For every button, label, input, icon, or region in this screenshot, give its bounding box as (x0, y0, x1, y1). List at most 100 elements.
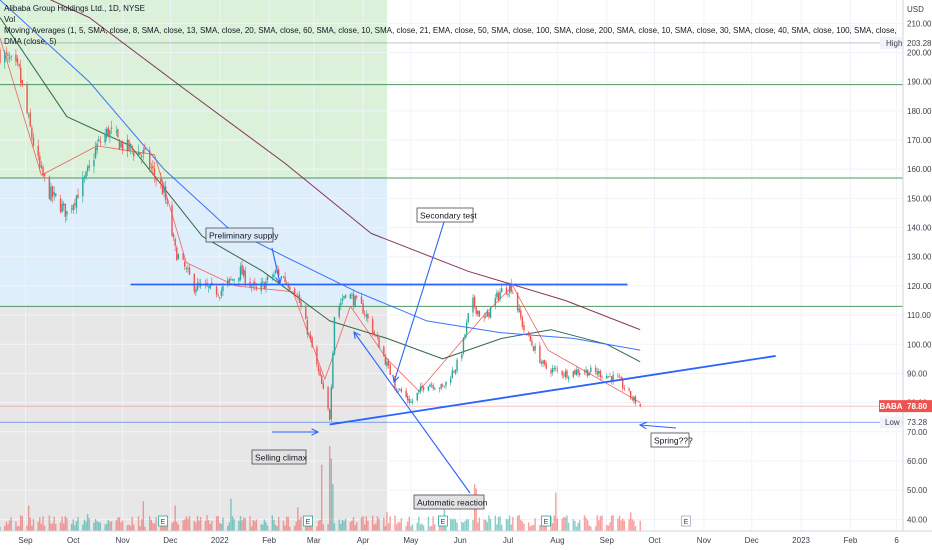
candle-body (128, 139, 130, 151)
candle-body (338, 305, 340, 317)
candle (295, 293, 297, 298)
svg-text:Preliminary supply: Preliminary supply (209, 231, 279, 241)
volume-bar (61, 516, 63, 531)
candle (333, 316, 336, 356)
volume-bar (4, 525, 6, 531)
candle-body (445, 381, 447, 386)
candle (74, 198, 76, 210)
candle-body (285, 282, 288, 284)
candle (356, 294, 358, 300)
candle (430, 381, 433, 388)
volume-bar (115, 520, 117, 531)
candle-body (184, 261, 186, 267)
candle (612, 370, 614, 385)
volume-bar (430, 525, 433, 531)
candle-body (508, 284, 511, 294)
candle (273, 271, 275, 279)
candle (418, 390, 420, 395)
volume-bar (241, 520, 243, 531)
candle (298, 291, 301, 304)
volume-bar (53, 516, 55, 531)
volume-bar (620, 520, 622, 531)
volume-bar (50, 523, 52, 531)
candle-body (311, 337, 313, 348)
candle-body (50, 186, 52, 201)
candle (260, 278, 262, 295)
volume-bar (351, 520, 353, 531)
volume-bar (139, 526, 141, 531)
candle (39, 152, 41, 172)
volume-bar (177, 524, 180, 531)
candle-body (411, 400, 414, 403)
volume-bar (601, 515, 603, 531)
candle-body (109, 130, 111, 137)
volume-bar (242, 517, 245, 531)
candle (131, 144, 133, 155)
volume-bar (55, 523, 57, 531)
volume-bar (551, 523, 554, 531)
automatic-reaction-arrow (354, 332, 471, 494)
candle-body (467, 313, 469, 323)
candle-body (61, 203, 63, 212)
candle-body (321, 375, 323, 384)
price-tick-label: 200.00 (907, 49, 932, 58)
volume-bar (378, 518, 380, 531)
volume-bar (193, 520, 195, 531)
time-tick-label: Feb (844, 536, 858, 545)
svg-text:Selling climax: Selling climax (255, 453, 308, 463)
candle-body (633, 396, 635, 401)
volume-bar (494, 515, 496, 531)
candle (72, 203, 74, 215)
candle-body (29, 112, 31, 127)
candle-body (129, 144, 132, 148)
volume-bar (94, 518, 97, 531)
candle-body (389, 364, 391, 375)
volume-bar (263, 519, 266, 531)
volume-bar (271, 515, 274, 531)
trendline-support (329, 355, 776, 426)
volume-bar (51, 523, 54, 531)
volume-bar (322, 524, 324, 531)
candle-body (507, 293, 509, 296)
candle (540, 359, 543, 367)
candle-body (451, 370, 453, 379)
candle-body (43, 173, 46, 177)
volume-bar (284, 525, 286, 531)
volume-bar (239, 515, 242, 531)
volume-bar (572, 519, 575, 531)
candle (539, 341, 541, 364)
candle-body (161, 184, 164, 195)
candle-body (386, 361, 388, 367)
candle-body (51, 186, 54, 197)
candle (349, 293, 352, 300)
candle (43, 172, 46, 182)
candle (528, 330, 530, 337)
candle-body (174, 238, 176, 246)
candle-body (477, 310, 479, 315)
volume-bar (497, 516, 500, 531)
candle (128, 139, 130, 153)
volume-bar (341, 519, 344, 531)
volume-bar (85, 521, 87, 531)
volume-bar (508, 515, 511, 531)
candle (341, 293, 344, 305)
earnings-marker: E (158, 515, 168, 527)
volume-bar (486, 522, 489, 531)
volume-bar (64, 516, 66, 531)
volume-bar (150, 519, 152, 531)
volume-bar (287, 516, 289, 531)
volume-bar (233, 518, 235, 531)
candle (486, 308, 489, 317)
candle (115, 125, 117, 137)
volume-bar (276, 526, 278, 531)
volume-bar (594, 526, 597, 531)
volume-bar (155, 517, 157, 531)
candle-body (177, 254, 180, 259)
automatic-reaction-label: Automatic reaction (413, 494, 488, 510)
candle-body (356, 296, 358, 298)
candle-body (26, 85, 28, 114)
candle (26, 81, 28, 115)
candle (400, 386, 403, 394)
candle (104, 128, 106, 146)
candle-body (588, 373, 590, 376)
